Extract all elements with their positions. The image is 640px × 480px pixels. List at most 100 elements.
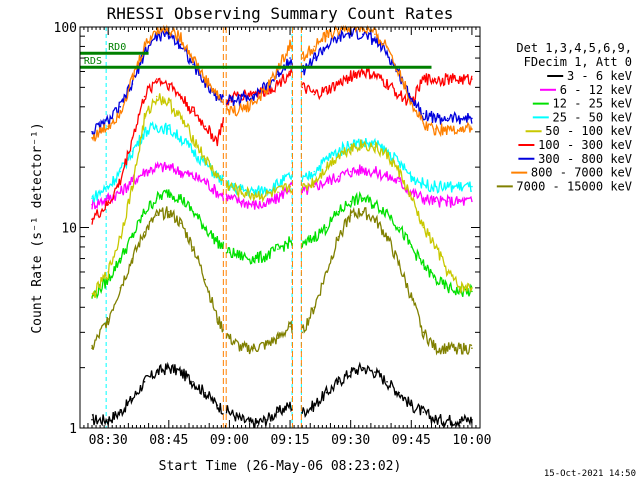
data-point <box>458 117 461 120</box>
data-point <box>410 246 413 248</box>
data-point <box>216 140 219 142</box>
data-point <box>361 197 364 200</box>
annotation-label: RD0 <box>108 42 126 53</box>
data-point <box>410 175 413 178</box>
data-point <box>410 296 413 298</box>
data-point <box>240 418 243 421</box>
data-point <box>313 180 316 183</box>
data-point <box>252 191 255 193</box>
data-point <box>204 391 206 394</box>
y-tick-label: 10 <box>61 222 77 237</box>
data-point <box>107 185 109 188</box>
series-line <box>301 139 473 294</box>
legend-entry-label: 7000 - 15000 keV <box>516 179 632 193</box>
data-point <box>277 337 279 340</box>
data-point <box>252 101 255 104</box>
series-3-6-kev <box>91 361 473 429</box>
series-50-100-kev <box>91 93 473 299</box>
x-axis-label: Start Time (26-May-06 08:23:02) <box>159 459 402 474</box>
data-point <box>386 235 388 238</box>
data-point <box>192 380 194 383</box>
data-point <box>374 33 376 36</box>
data-point <box>91 347 93 350</box>
data-point <box>131 78 134 80</box>
x-tick-label: 09:45 <box>392 433 431 448</box>
data-point <box>446 78 449 80</box>
data-point <box>446 287 449 289</box>
data-point <box>240 108 243 110</box>
data-point <box>374 75 376 77</box>
data-point <box>386 154 388 156</box>
data-point <box>277 248 279 250</box>
legend-entry-label: 300 - 800 keV <box>538 152 632 166</box>
data-point <box>434 78 437 80</box>
data-point <box>434 278 437 281</box>
data-point <box>446 347 449 350</box>
data-point <box>325 35 328 37</box>
data-point <box>131 150 134 153</box>
data-point <box>228 197 231 200</box>
data-point <box>325 391 328 394</box>
data-point <box>240 191 243 193</box>
data-point <box>471 200 473 203</box>
x-tick-label: 09:00 <box>210 433 249 448</box>
data-point <box>131 180 134 183</box>
data-point <box>264 203 267 206</box>
data-point <box>337 154 340 156</box>
data-point <box>471 287 473 289</box>
data-point <box>107 120 109 122</box>
data-point <box>204 278 206 281</box>
series-line <box>225 401 293 429</box>
data-point <box>398 70 400 73</box>
data-point <box>398 180 400 183</box>
data-point <box>216 175 219 178</box>
data-point <box>119 191 122 193</box>
data-point <box>228 337 231 340</box>
data-point <box>180 170 182 173</box>
data-point <box>434 200 437 203</box>
data-point <box>386 45 388 48</box>
data-point <box>398 226 400 229</box>
data-point <box>325 226 328 229</box>
data-point <box>410 97 413 100</box>
data-point <box>301 70 303 73</box>
data-point <box>143 231 146 233</box>
data-point <box>91 137 93 139</box>
legend-header-line-2: FDecim 1, Att 0 <box>524 55 632 69</box>
series-7000-15000-kev <box>91 206 473 356</box>
data-point <box>337 175 340 178</box>
data-point <box>337 83 340 85</box>
data-point <box>155 166 158 168</box>
data-point <box>143 131 146 133</box>
data-point <box>434 418 437 421</box>
data-point <box>119 287 122 289</box>
data-point <box>386 210 388 213</box>
legend-entry-label: 3 - 6 keV <box>567 69 632 83</box>
data-point <box>325 158 328 160</box>
data-point <box>446 200 449 203</box>
data-point <box>143 95 146 98</box>
data-point <box>131 185 134 188</box>
series-line <box>225 181 293 203</box>
data-point <box>361 141 364 144</box>
data-point <box>337 380 340 383</box>
data-point <box>422 183 425 185</box>
data-point <box>349 200 352 203</box>
data-point <box>167 128 170 130</box>
data-point <box>410 404 413 406</box>
data-point <box>252 203 255 206</box>
data-point <box>167 101 170 104</box>
series-line <box>301 137 473 194</box>
data-point <box>91 203 93 206</box>
data-point <box>192 110 194 113</box>
legend-header-line-1: Det 1,3,4,5,6,9, <box>516 41 632 55</box>
data-point <box>264 343 267 346</box>
data-point <box>204 83 206 85</box>
data-point <box>91 418 93 421</box>
data-point <box>325 271 328 273</box>
data-point <box>313 57 316 59</box>
series-line <box>91 28 225 137</box>
data-point <box>119 257 122 260</box>
data-point <box>337 210 340 213</box>
series-line <box>301 27 473 125</box>
